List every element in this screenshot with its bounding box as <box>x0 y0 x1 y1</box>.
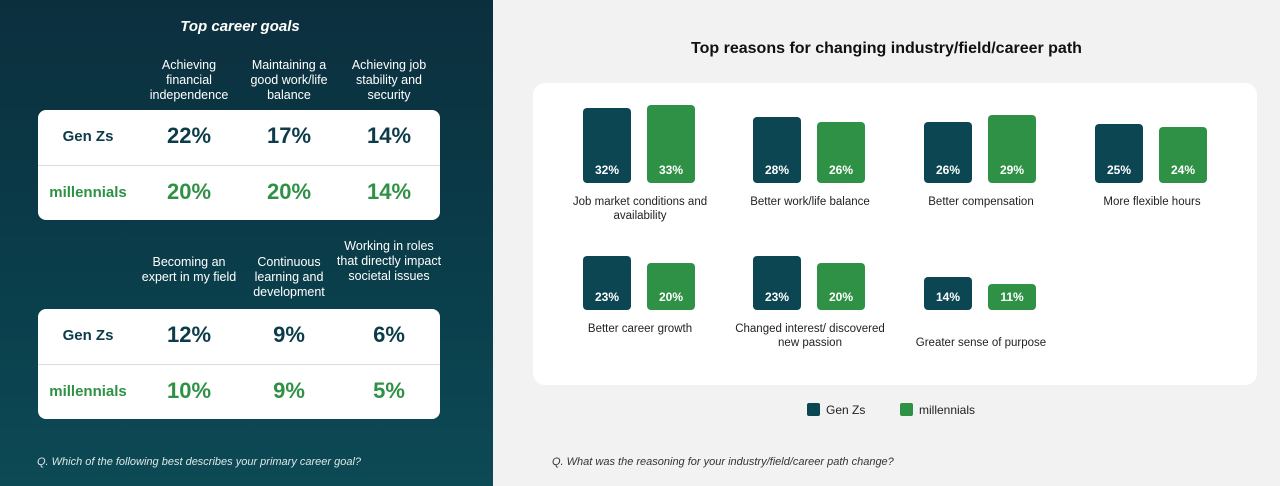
bar-millennials: 11% <box>988 284 1036 310</box>
legend-swatch <box>900 403 913 416</box>
legend-label: millennials <box>919 403 976 417</box>
bar-chart-card: 32% 33% Job market conditions and availabi… <box>533 83 1257 385</box>
row-label: millennials <box>49 383 127 400</box>
bar-genz: 23% <box>753 256 801 310</box>
career-goals-table-2: Gen Zs 12% 9% 6% millennials 10% 9% 5% <box>38 309 440 419</box>
data-label: 25% <box>1106 163 1132 177</box>
table-row: millennials 20% 20% 14% <box>38 165 440 220</box>
table-cell: 9% <box>273 322 305 347</box>
table-cell: 5% <box>373 378 405 403</box>
category-label: More flexible hours <box>1103 196 1201 208</box>
career-goal-question: Q. Which of the following best describes… <box>37 456 362 468</box>
data-label: 14% <box>935 290 961 304</box>
data-label: 26% <box>828 163 854 177</box>
table-row: millennials 10% 9% 5% <box>38 364 440 419</box>
table-cell: 17% <box>266 123 312 148</box>
bar-genz: 23% <box>583 256 631 310</box>
table-cell: 10% <box>166 378 212 403</box>
category-label: Better career growth <box>587 323 693 335</box>
category-label: Better compensation <box>928 196 1034 208</box>
career-change-question: Q. What was the reasoning for your indus… <box>552 456 894 468</box>
table-row: Gen Zs 22% 17% 14% <box>38 110 440 165</box>
data-label: 32% <box>594 163 620 177</box>
category-label: Job market conditions and availability <box>572 196 708 222</box>
row-label: Gen Zs <box>62 327 114 344</box>
bar-millennials: 24% <box>1159 127 1207 183</box>
data-label: 11% <box>1000 290 1024 304</box>
category-label: Better work/life balance <box>750 196 870 208</box>
table-cell: 20% <box>166 179 212 204</box>
chart-title: Top reasons for changing industry/field/… <box>691 40 1082 57</box>
legend-swatch <box>807 403 820 416</box>
career-goals-panel: Top career goals Achieving financial ind… <box>0 0 493 486</box>
legend-label: Gen Zs <box>826 403 866 417</box>
category-label: Greater sense of purpose <box>915 337 1047 349</box>
table-cell: 20% <box>266 179 312 204</box>
table-cell: 14% <box>366 179 412 204</box>
data-label: 20% <box>828 290 854 304</box>
table-cell: 14% <box>366 123 412 148</box>
table-cell: 22% <box>166 123 212 148</box>
table-cell: 6% <box>373 322 405 347</box>
table-cell: 9% <box>273 378 305 403</box>
legend-item-millennials: millennials <box>900 403 975 417</box>
data-label: 28% <box>764 163 790 177</box>
data-label: 20% <box>658 290 684 304</box>
table-cell: 12% <box>166 322 212 347</box>
category-label: Changed interest/ discovered new passion <box>735 323 885 349</box>
bar-millennials: 33% <box>647 105 695 183</box>
bar-millennials: 26% <box>817 122 865 183</box>
data-label: 23% <box>764 290 790 304</box>
bar-millennials: 20% <box>647 263 695 310</box>
data-label: 23% <box>594 290 620 304</box>
column-header: Achieving financial independence <box>149 58 229 102</box>
bar-genz: 28% <box>753 117 801 183</box>
career-goals-title: Top career goals <box>180 18 300 35</box>
bar-genz: 25% <box>1095 124 1143 183</box>
bar-genz: 32% <box>583 108 631 183</box>
bar-genz: 14% <box>924 277 972 310</box>
bar-millennials: 20% <box>817 263 865 310</box>
column-header: Continuous learning and development <box>253 255 325 299</box>
data-label: 29% <box>999 163 1025 177</box>
column-header: Becoming an expert in my field <box>141 255 237 284</box>
bar-genz: 26% <box>924 122 972 183</box>
career-goals-table-1: Gen Zs 22% 17% 14% millennials 20% 20% 1… <box>38 110 440 220</box>
row-label: Gen Zs <box>62 128 114 145</box>
bar-millennials: 29% <box>988 115 1036 183</box>
column-header: Maintaining a good work/life balance <box>250 58 328 102</box>
legend-item-genz: Gen Zs <box>807 403 865 417</box>
data-label: 24% <box>1170 163 1196 177</box>
data-label: 26% <box>935 163 961 177</box>
data-label: 33% <box>658 163 684 177</box>
column-header: Working in roles that directly impact so… <box>336 239 442 283</box>
column-header: Achieving job stability and security <box>351 58 427 102</box>
table-row: Gen Zs 12% 9% 6% <box>38 309 440 364</box>
row-label: millennials <box>49 184 127 201</box>
